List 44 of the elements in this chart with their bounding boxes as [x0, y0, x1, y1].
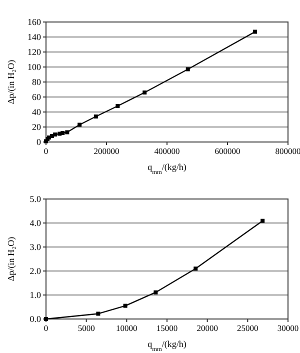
y-tick-label: 4.0 [30, 218, 42, 228]
y-tick-label: 40 [32, 107, 42, 118]
y-axis-title: Δp/(in H₂O) [6, 60, 16, 104]
x-tick-label: 0 [44, 146, 48, 156]
y-tick-label: 100 [28, 62, 42, 72]
x-tick-label: 10000 [116, 323, 138, 333]
x-axis-title: q$_{mm}$/(kg/h) [148, 162, 186, 176]
y-tick-label: 3.0 [30, 242, 42, 252]
x-tick-label: 200000 [94, 146, 120, 156]
x-tick-label: 25000 [237, 323, 258, 333]
point [53, 132, 58, 136]
x-tick-label: 0 [44, 323, 48, 333]
point [78, 122, 82, 127]
point [94, 114, 98, 118]
y-tick-label: 0.0 [30, 314, 42, 324]
point [96, 312, 100, 316]
y-tick-label: 2.0 [30, 266, 42, 276]
y-tick-label: 160 [28, 17, 42, 28]
point [154, 290, 158, 294]
x-tick-label: 15000 [156, 323, 178, 333]
point [142, 90, 147, 94]
x-tick-label: 400000 [154, 146, 180, 156]
y-tick-label: 140 [28, 32, 42, 42]
point [123, 304, 128, 308]
point [60, 131, 65, 135]
point [116, 104, 120, 108]
x-tick-label: 600000 [214, 146, 240, 156]
y-tick-label: 120 [28, 47, 42, 58]
y-axis-title: Δp/(in H₂O) [6, 236, 16, 282]
y-tick-label: 80 [32, 77, 42, 88]
y-tick-label: 0 [36, 137, 42, 148]
x-axis-title: q$_{mm}$/(kg/h) [148, 339, 186, 352]
point [253, 30, 258, 34]
y-tick-label: 60 [32, 92, 42, 102]
x-tick-label: 5000 [78, 323, 95, 333]
x-tick-label: 30000 [277, 323, 299, 333]
point [260, 218, 265, 223]
point [65, 130, 70, 134]
point [186, 67, 190, 72]
y-tick-label: 5.0 [30, 194, 42, 204]
point [194, 266, 198, 271]
x-tick-label: 20000 [196, 323, 218, 333]
y-tick-label: 1.0 [30, 290, 42, 300]
y-tick-label: 20 [32, 122, 42, 132]
